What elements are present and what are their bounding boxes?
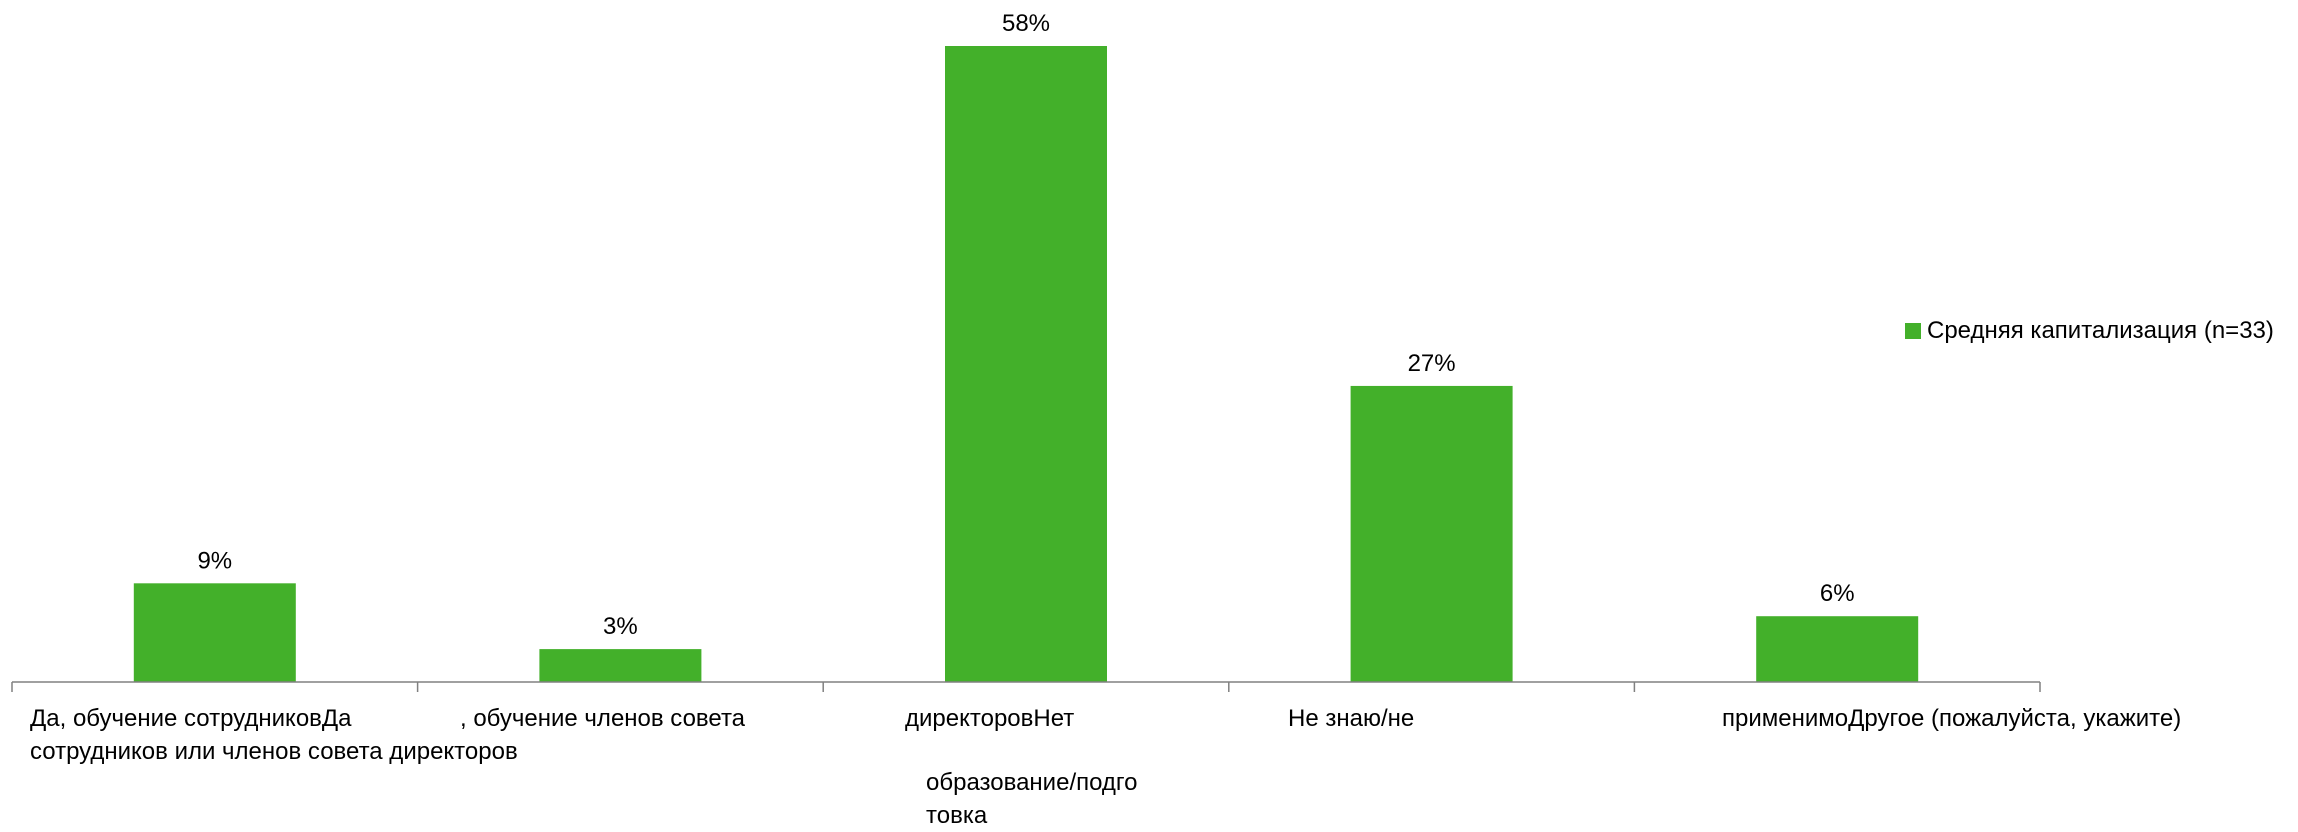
x-tick-label: применимоДругое (пожалуйста, укажите) — [1722, 705, 2182, 732]
bar — [539, 649, 702, 682]
x-tick-label-continuation: товка — [926, 802, 988, 829]
data-label: 58% — [1002, 10, 1050, 37]
bar — [133, 583, 296, 682]
bar — [1350, 385, 1513, 682]
x-tick-label: директоровНет — [905, 705, 1075, 732]
data-label: 9% — [197, 547, 232, 574]
x-tick-label-continuation: образование/подго — [926, 769, 1138, 796]
legend-swatch — [1905, 322, 1921, 339]
bar — [1756, 616, 1919, 682]
data-label: 3% — [603, 613, 638, 640]
bar — [945, 46, 1107, 682]
data-label: 6% — [1820, 580, 1855, 607]
legend: Средняя капитализация (n=33) — [1905, 314, 2274, 347]
x-tick-label: , обучение членов совета — [460, 705, 746, 732]
x-tick-label: Не знаю/не — [1288, 705, 1415, 732]
x-tick-label: Да, обучение сотрудниковДа — [30, 705, 352, 732]
x-tick-label: сотрудников или членов совета директоров — [30, 738, 518, 765]
data-label: 27% — [1408, 350, 1456, 377]
legend-label: Средняя капитализация (n=33) — [1927, 317, 2274, 344]
